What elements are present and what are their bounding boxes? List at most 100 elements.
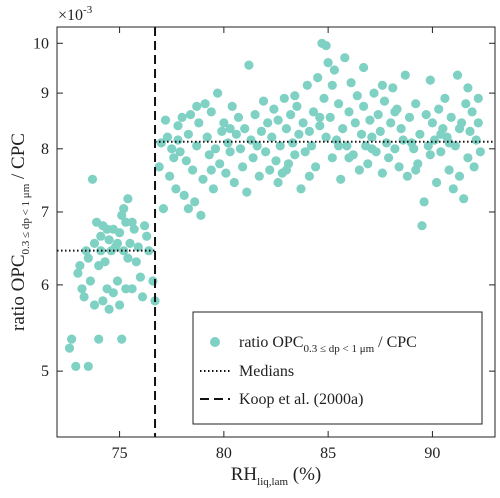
axis-ticks: 75 80 85 90 5 6 7 8 9 10	[33, 27, 495, 462]
data-point-41	[127, 284, 137, 294]
data-point-211	[327, 80, 337, 90]
y-tick-label: 6	[41, 277, 49, 294]
data-point-219	[304, 171, 314, 181]
data-point-6	[79, 292, 89, 302]
data-point-213	[367, 144, 377, 154]
data-point-122	[296, 184, 306, 194]
data-point-136	[325, 112, 335, 122]
data-point-36	[121, 217, 131, 227]
data-point-29	[112, 276, 123, 286]
data-point-80	[206, 107, 216, 117]
data-point-214	[225, 124, 235, 134]
data-point-205	[469, 162, 479, 172]
data-point-72	[190, 197, 200, 207]
data-point-45	[135, 272, 145, 282]
data-point-92	[231, 129, 241, 139]
data-point-119	[290, 150, 300, 160]
data-point-145	[344, 107, 354, 117]
y-axis-label: ratio OPC0.3 ≤ dp < 1 μm / CPC	[8, 133, 32, 331]
data-point-124	[300, 147, 310, 157]
data-point-103	[256, 126, 266, 136]
data-point-137	[327, 153, 337, 163]
data-point-181	[419, 197, 429, 207]
data-point-28	[112, 238, 123, 248]
data-point-50	[148, 276, 158, 286]
legend: ratio OPC0.3 ≤ dp < 1 μm / CPC Medians K…	[192, 311, 483, 425]
data-point-232	[436, 129, 446, 139]
data-point-141	[336, 174, 346, 184]
data-point-3	[73, 268, 83, 278]
data-point-206	[471, 135, 481, 145]
data-point-138	[329, 65, 339, 75]
data-point-140	[334, 99, 344, 109]
data-point-89	[225, 147, 235, 157]
data-point-87	[221, 168, 231, 178]
data-point-76	[198, 174, 208, 184]
data-point-43	[131, 257, 141, 267]
data-point-8	[83, 361, 93, 371]
data-point-65	[175, 147, 185, 157]
data-point-30	[115, 228, 125, 238]
data-point-60	[165, 171, 175, 181]
data-point-15	[94, 334, 104, 344]
data-point-234	[473, 118, 483, 128]
data-point-102	[254, 171, 264, 181]
data-point-1	[67, 334, 77, 344]
x-tick-label: 85	[320, 445, 336, 462]
data-point-184	[425, 150, 435, 160]
data-point-120	[292, 101, 302, 111]
data-point-129	[311, 162, 321, 172]
data-point-47	[140, 221, 150, 231]
data-point-157	[369, 88, 379, 98]
data-point-176	[409, 144, 419, 154]
data-point-165	[386, 118, 396, 128]
data-point-182	[421, 110, 431, 120]
data-point-73	[192, 141, 202, 151]
data-point-34	[119, 204, 129, 214]
data-point-209	[315, 112, 325, 122]
data-point-66	[177, 112, 187, 122]
data-point-217	[273, 177, 283, 188]
data-point-163	[381, 138, 392, 148]
data-point-16	[96, 231, 106, 241]
data-point-156	[367, 132, 377, 142]
data-point-131	[315, 121, 325, 131]
data-point-231	[411, 165, 421, 175]
data-point-31	[115, 300, 125, 310]
data-point-125	[302, 80, 312, 90]
data-point-75	[196, 210, 206, 220]
data-point-233	[463, 83, 473, 93]
data-point-198	[454, 171, 465, 181]
data-point-46	[137, 292, 148, 302]
data-point-62	[169, 153, 179, 163]
data-point-221	[390, 107, 400, 117]
data-point-193	[444, 165, 454, 175]
data-point-185	[427, 118, 437, 128]
data-point-100	[250, 110, 260, 120]
data-point-99	[248, 153, 258, 163]
data-point-85	[217, 126, 227, 136]
data-point-167	[390, 144, 400, 154]
data-point-123	[298, 118, 308, 128]
data-point-39	[123, 253, 133, 263]
data-point-148	[350, 118, 360, 128]
data-point-135	[323, 58, 333, 68]
data-point-58	[160, 115, 171, 125]
data-point-4	[75, 261, 85, 271]
data-point-86	[219, 118, 229, 128]
data-point-155	[365, 115, 375, 125]
data-point-203	[465, 126, 475, 136]
x-tick-label: 80	[216, 445, 232, 462]
data-point-197	[452, 70, 463, 80]
data-point-115	[281, 124, 291, 134]
data-point-57	[158, 204, 168, 214]
data-point-218	[290, 91, 300, 101]
y-tick-label: 10	[33, 35, 49, 52]
data-point-128	[308, 107, 319, 117]
data-point-79	[204, 150, 214, 160]
plot-frame	[56, 26, 496, 438]
data-point-200	[459, 194, 469, 204]
data-point-142	[338, 124, 348, 134]
data-point-19	[100, 257, 110, 267]
data-point-26	[108, 288, 118, 298]
